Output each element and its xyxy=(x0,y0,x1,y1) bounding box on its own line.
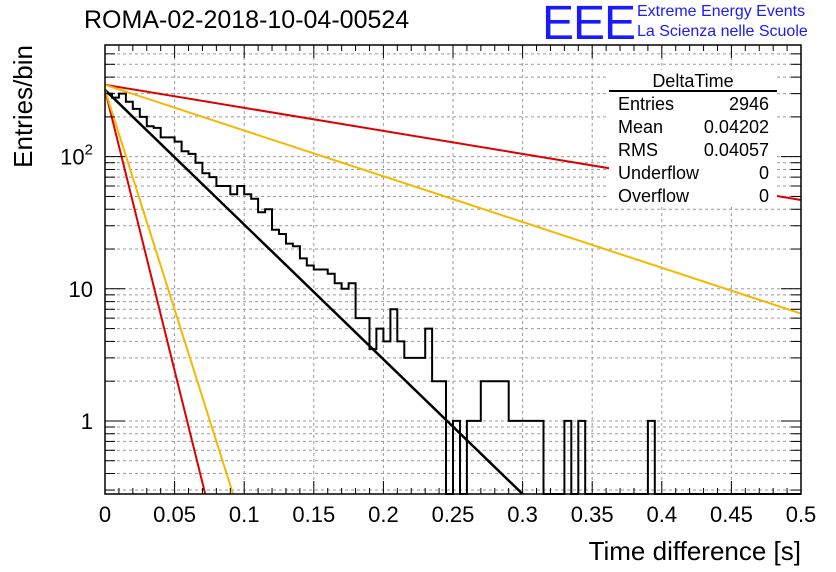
brand-line-2: La Scienza nelle Scuole xyxy=(637,23,808,40)
stats-label: Overflow xyxy=(618,186,690,206)
x-tick-label: 0.25 xyxy=(432,502,475,527)
brand-line-1: Extreme Energy Events xyxy=(637,3,806,20)
stats-box xyxy=(609,70,777,206)
plot-title: ROMA-02-2018-10-04-00524 xyxy=(84,6,410,34)
x-tick-label: 0.35 xyxy=(571,502,614,527)
x-tick-label: 0.15 xyxy=(292,502,335,527)
fit-red-steep-line xyxy=(104,89,207,495)
stats-value: 0.04057 xyxy=(704,140,769,160)
x-tick-label: 0.1 xyxy=(229,502,260,527)
stats-title: DeltaTime xyxy=(652,71,733,91)
y-axis-title: Entries/bin xyxy=(8,45,38,168)
y-tick-label: 10 xyxy=(69,277,93,302)
x-tick-label: 0 xyxy=(99,502,111,527)
stats-value: 0 xyxy=(759,186,769,206)
stats-label: Underflow xyxy=(618,163,700,183)
stats-value: 0 xyxy=(759,163,769,183)
x-tick-label: 0.4 xyxy=(647,502,678,527)
fit-yellow-steep-line xyxy=(104,89,235,495)
x-tick-label: 0.5 xyxy=(786,502,817,527)
x-axis-title: Time difference [s] xyxy=(589,536,801,566)
fit-black-line xyxy=(104,89,524,495)
x-tick-label: 0.3 xyxy=(507,502,538,527)
stats-label: Entries xyxy=(618,94,674,114)
stats-value: 0.04202 xyxy=(704,117,769,137)
x-tick-label: 0.2 xyxy=(368,502,399,527)
fit-yellow-shallow-line xyxy=(104,83,802,315)
y-tick-label: 1 xyxy=(81,409,93,434)
stats-label: Mean xyxy=(618,117,663,137)
eee-logo: EEE xyxy=(542,0,636,50)
stats-value: 2946 xyxy=(729,94,769,114)
x-tick-label: 0.45 xyxy=(710,502,753,527)
x-tick-label: 0.05 xyxy=(153,502,196,527)
y-tick-label: 102 xyxy=(60,142,93,170)
stats-label: RMS xyxy=(618,140,658,160)
